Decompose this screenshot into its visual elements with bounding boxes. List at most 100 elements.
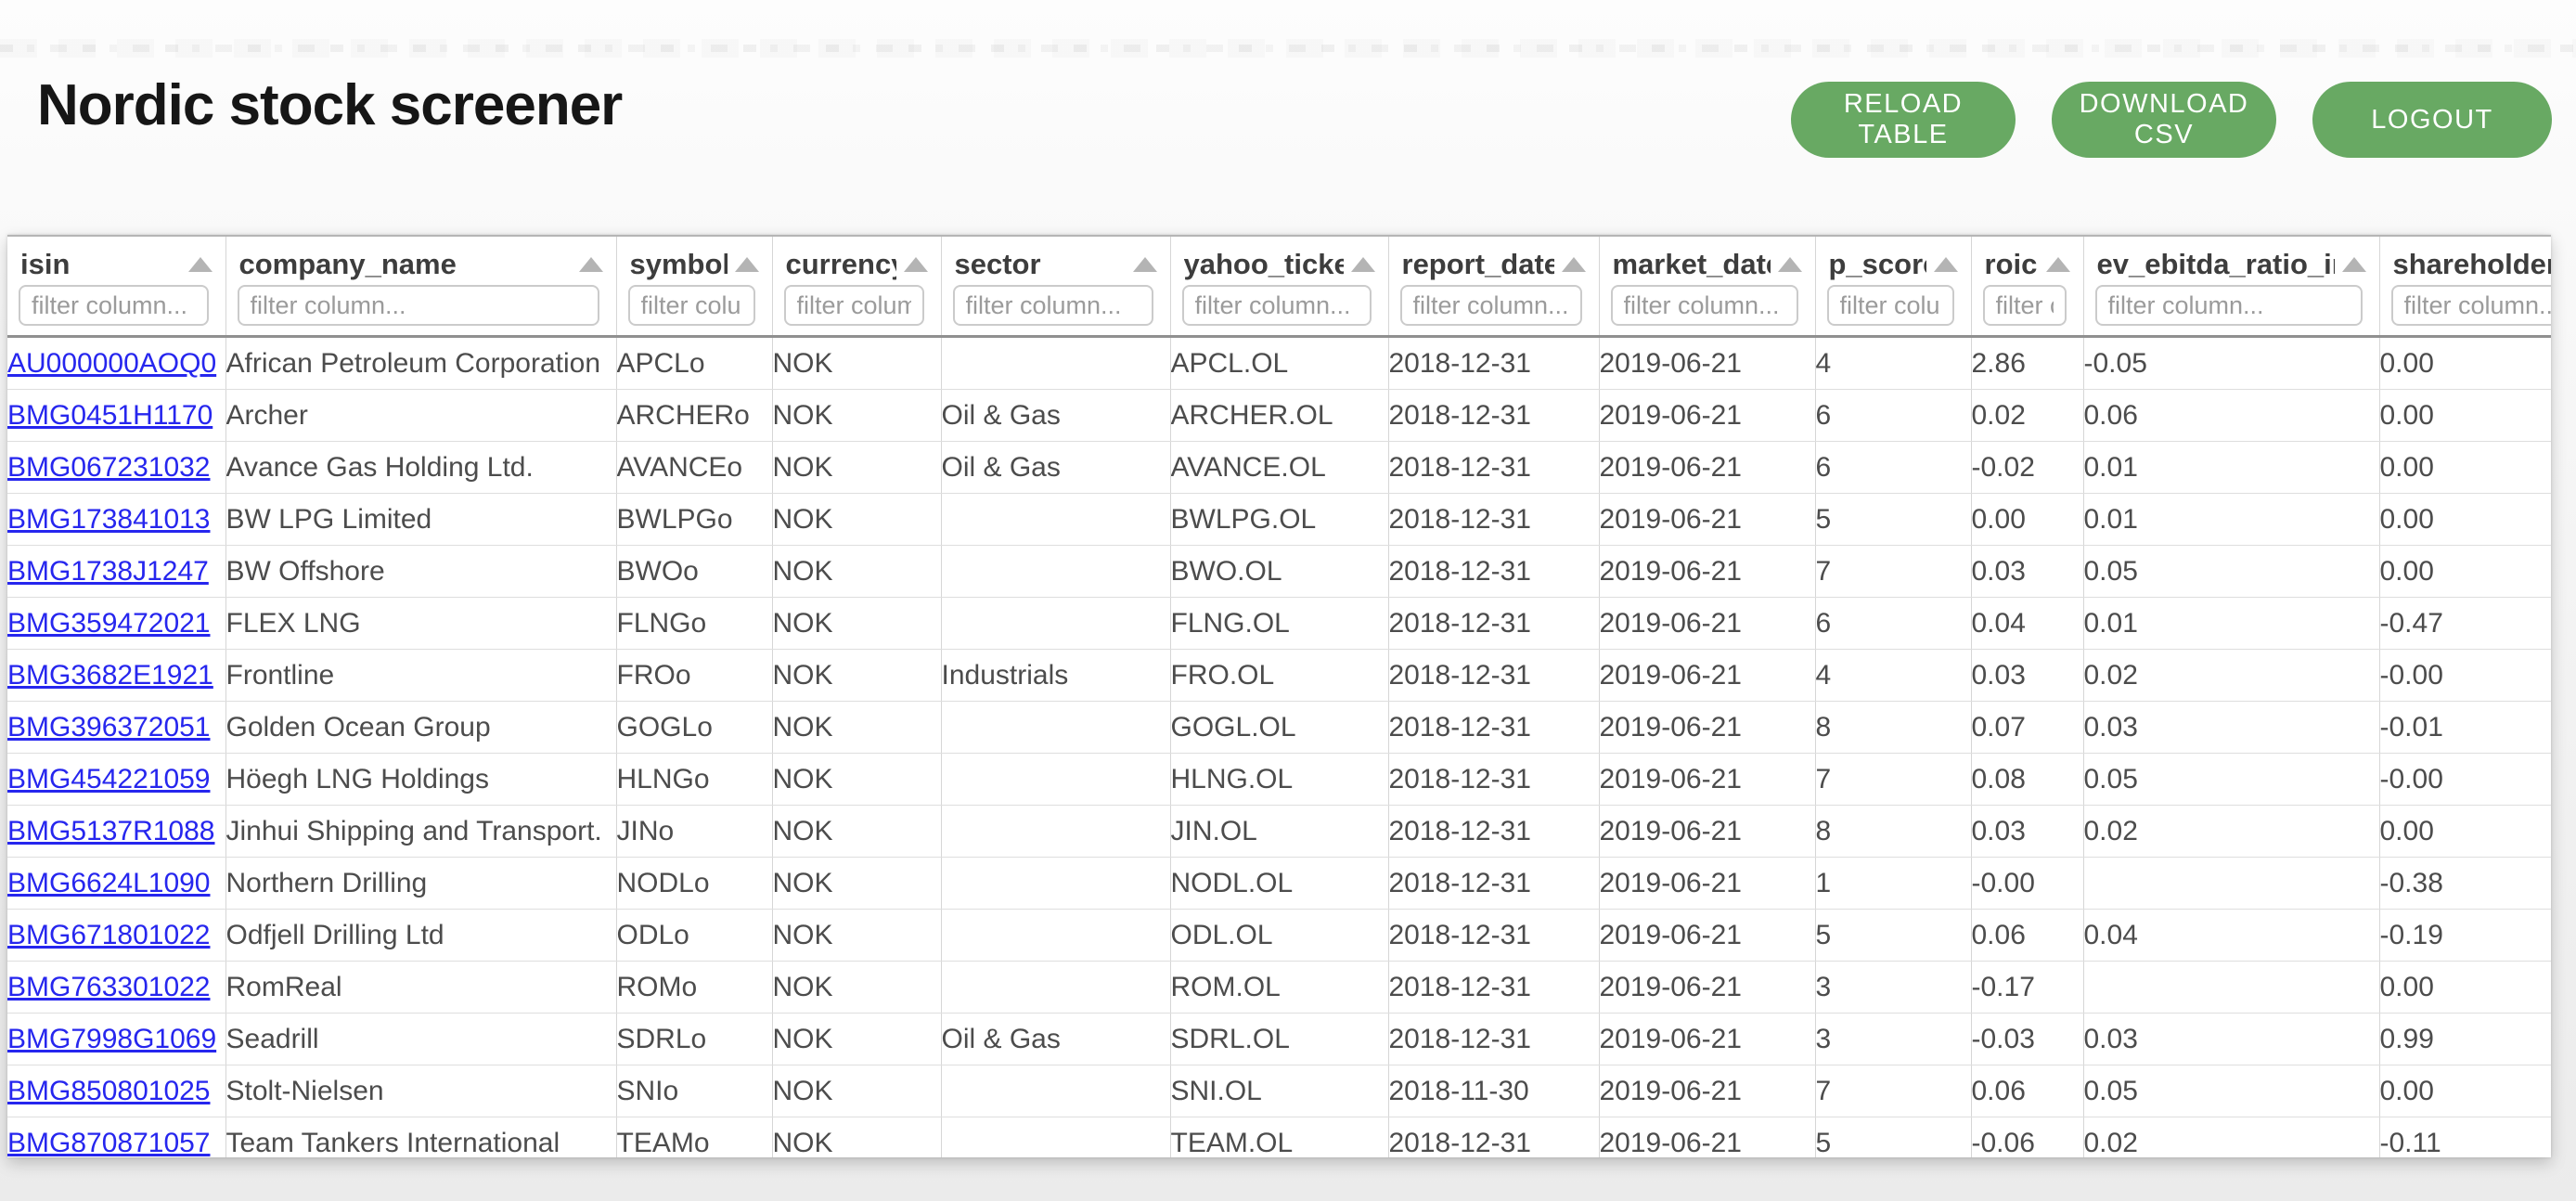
filter-input-roic[interactable]	[1982, 285, 2067, 326]
isin-link[interactable]: BMG671801022	[7, 919, 211, 950]
column-header-market_date[interactable]: market_date	[1598, 237, 1815, 283]
cell-text: FRO.OL	[1170, 659, 1275, 691]
filter-cell-report_date	[1387, 283, 1599, 338]
isin-link[interactable]: BMG870871057	[7, 1127, 211, 1158]
isin-link[interactable]: BMG3682E1921	[7, 659, 213, 691]
column-header-sector[interactable]: sector	[940, 237, 1170, 283]
cell-text: 2019-06-21	[1599, 451, 1742, 483]
header-row: isin company_name symbol currency sector yaho…	[7, 237, 2551, 283]
clipped-text-artifact	[0, 39, 2576, 58]
cell-company_name: Stolt-Nielsen	[225, 1065, 616, 1117]
reload-table-button[interactable]: RELOAD TABLE	[1791, 82, 2016, 158]
cell-currency: NOK	[771, 857, 941, 910]
cell-text: 0.99	[2379, 1023, 2434, 1054]
column-header-currency[interactable]: currency	[771, 237, 941, 283]
cell-text: APCL.OL	[1170, 347, 1289, 379]
isin-link[interactable]: BMG7998G1069	[7, 1023, 217, 1054]
cell-yahoo_ticker: FRO.OL	[1169, 649, 1388, 702]
isin-link[interactable]: BMG173841013	[7, 503, 211, 535]
sort-asc-icon	[2341, 257, 2366, 272]
cell-symbol: BWOo	[615, 545, 772, 598]
filter-input-currency[interactable]	[783, 285, 924, 326]
filter-input-p_score[interactable]	[1826, 285, 1954, 326]
column-header-roic[interactable]: roic	[1970, 237, 2083, 283]
cell-text: SNI.OL	[1170, 1075, 1262, 1106]
column-header-ev_ebitda_ratio_inv[interactable]: ev_ebitda_ratio_inv	[2082, 237, 2379, 283]
column-header-report_date[interactable]: report_date	[1387, 237, 1599, 283]
filter-input-company_name[interactable]	[237, 285, 599, 326]
filter-cell-sector	[940, 283, 1170, 338]
cell-sector	[940, 753, 1170, 806]
cell-currency: NOK	[771, 597, 941, 650]
filter-input-sector[interactable]	[952, 285, 1153, 326]
cell-sector	[940, 961, 1170, 1014]
cell-p_score: 7	[1814, 545, 1971, 598]
cell-shareholder_y: -0.38	[2378, 857, 2551, 910]
cell-yahoo_ticker: SNI.OL	[1169, 1065, 1388, 1117]
cell-text: -0.38	[2379, 867, 2443, 898]
isin-link[interactable]: BMG763301022	[7, 971, 211, 1002]
isin-link[interactable]: BMG396372051	[7, 711, 211, 743]
table-body: AU000000AOQ0 African Petroleum Corporatio…	[7, 336, 2551, 1158]
column-header-isin[interactable]: isin	[7, 237, 225, 283]
cell-report_date: 2018-12-31	[1387, 649, 1599, 702]
isin-link[interactable]: BMG454221059	[7, 763, 211, 794]
cell-shareholder_y: 0.00	[2378, 336, 2551, 390]
cell-isin: BMG359472021	[7, 597, 225, 650]
filter-input-symbol[interactable]	[627, 285, 755, 326]
filter-cell-p_score	[1814, 283, 1971, 338]
cell-text: 2018-12-31	[1388, 659, 1531, 691]
cell-currency: NOK	[771, 961, 941, 1014]
cell-roic: -0.17	[1970, 961, 2083, 1014]
cell-isin: BMG6624L1090	[7, 857, 225, 910]
cell-market_date: 2019-06-21	[1598, 909, 1815, 962]
filter-input-ev_ebitda_ratio_inv[interactable]	[2094, 285, 2363, 326]
cell-isin: BMG454221059	[7, 753, 225, 806]
cell-text: 0.05	[2083, 763, 2138, 794]
cell-company_name: BW Offshore	[225, 545, 616, 598]
cell-text: 2018-12-31	[1388, 451, 1531, 483]
cell-text: 0.05	[2083, 555, 2138, 587]
cell-p_score: 3	[1814, 961, 1971, 1014]
filter-cell-roic	[1970, 283, 2083, 338]
isin-link[interactable]: BMG6624L1090	[7, 867, 211, 898]
column-header-yahoo_ticker[interactable]: yahoo_ticker	[1169, 237, 1388, 283]
isin-link[interactable]: BMG067231032	[7, 451, 211, 483]
column-header-company_name[interactable]: company_name	[225, 237, 616, 283]
column-header-symbol[interactable]: symbol	[615, 237, 772, 283]
table-row: BMG173841013 BW LPG Limited BWLPGo NOK BWLPG…	[7, 493, 2551, 546]
filter-input-yahoo_ticker[interactable]	[1181, 285, 1372, 326]
cell-text: -0.03	[1971, 1023, 2035, 1054]
isin-link[interactable]: BMG5137R1088	[7, 815, 215, 846]
cell-yahoo_ticker: APCL.OL	[1169, 336, 1388, 390]
download-csv-button[interactable]: DOWNLOAD CSV	[2052, 82, 2276, 158]
isin-link[interactable]: BMG359472021	[7, 607, 211, 639]
cell-roic: 0.08	[1970, 753, 2083, 806]
cell-currency: NOK	[771, 805, 941, 858]
cell-text: 0.00	[2379, 451, 2434, 483]
column-header-shareholder_y[interactable]: shareholder_y	[2378, 237, 2551, 283]
logout-button[interactable]: LOGOUT	[2312, 82, 2552, 158]
isin-link[interactable]: BMG850801025	[7, 1075, 211, 1106]
filter-input-market_date[interactable]	[1610, 285, 1798, 326]
cell-shareholder_y: 0.99	[2378, 1013, 2551, 1065]
cell-ev_ebitda_ratio_inv: 0.05	[2082, 1065, 2379, 1117]
column-label: roic	[1984, 248, 2038, 280]
isin-link[interactable]: BMG0451H1170	[7, 399, 213, 431]
column-label: symbol	[629, 248, 728, 280]
filter-input-shareholder_y[interactable]	[2390, 285, 2551, 326]
cell-report_date: 2018-12-31	[1387, 1013, 1599, 1065]
cell-text: 2018-12-31	[1388, 399, 1531, 431]
isin-link[interactable]: AU000000AOQ0	[7, 347, 217, 379]
column-header-p_score[interactable]: p_score	[1814, 237, 1971, 283]
filter-cell-isin	[7, 283, 225, 338]
isin-link[interactable]: BMG1738J1247	[7, 555, 209, 587]
cell-sector	[940, 909, 1170, 962]
filter-input-report_date[interactable]	[1399, 285, 1582, 326]
filter-input-isin[interactable]	[19, 285, 209, 326]
cell-isin: BMG671801022	[7, 909, 225, 962]
cell-text: 0.02	[1971, 399, 2026, 431]
cell-text: 2018-12-31	[1388, 971, 1531, 1002]
cell-roic: 0.03	[1970, 545, 2083, 598]
cell-text: 0.02	[2083, 659, 2138, 691]
